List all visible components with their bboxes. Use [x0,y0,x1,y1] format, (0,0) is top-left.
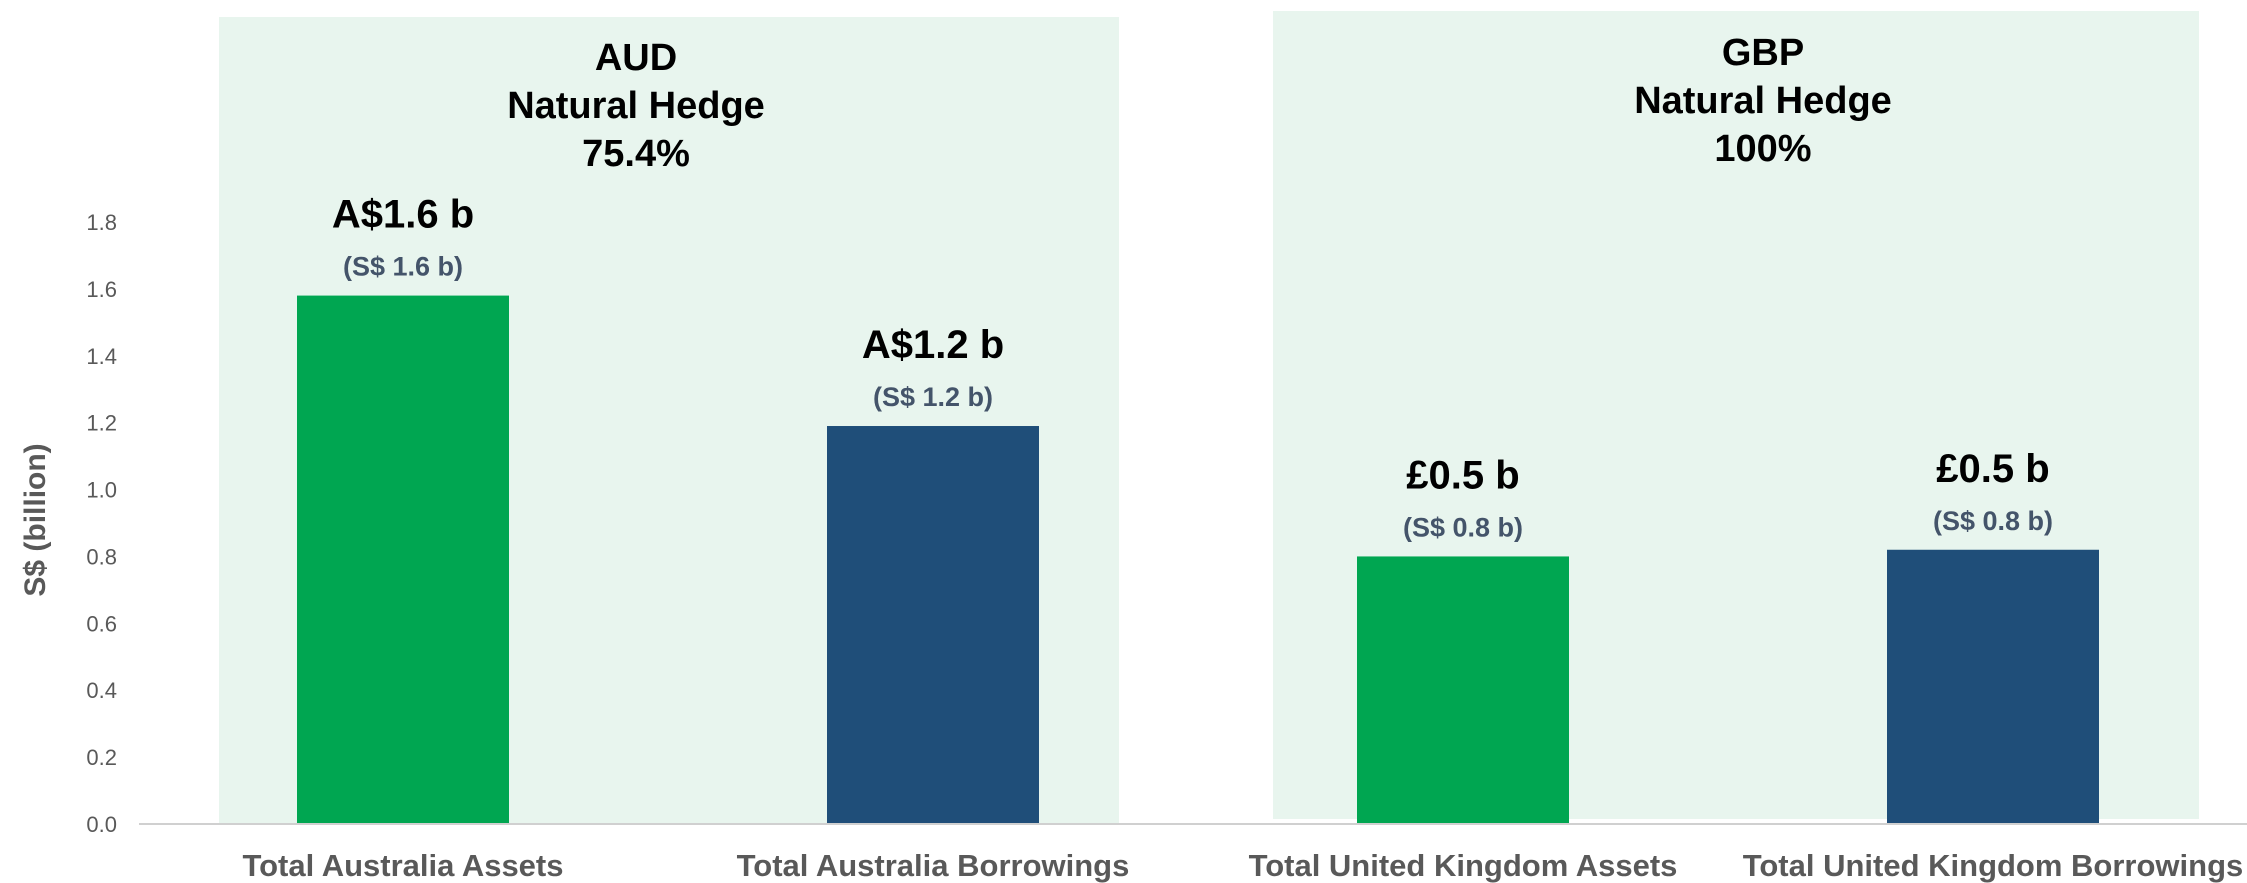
value-sublabel: (S$ 1.2 b) [873,382,993,412]
y-tick-label: 0.8 [86,544,117,569]
value-label: A$1.6 b [332,193,474,237]
panel-title-line: Natural Hedge [507,85,765,127]
y-axis-label: S$ (billion) [19,443,52,596]
y-tick-label: 0.4 [86,678,117,703]
y-tick-label: 1.0 [86,478,117,503]
y-tick-label: 1.6 [86,277,117,302]
y-tick-label: 0.6 [86,611,117,636]
y-axis: 0.0 0.2 0.4 0.6 0.8 1.0 1.2 1.4 1.6 1.8 [86,210,117,837]
panel-title-line: 75.4% [582,133,690,175]
value-label: £0.5 b [1406,453,1519,497]
bar [297,295,509,825]
panel-title-line: AUD [595,37,677,79]
category-label: Total United Kingdom Assets [1249,848,1678,883]
category-label: Total United Kingdom Borrowings [1743,848,2244,883]
value-sublabel: (S$ 1.6 b) [343,252,463,282]
panel-title-line: GBP [1722,32,1804,74]
bar [827,426,1039,824]
y-tick-label: 0.0 [86,812,117,837]
bars [297,295,2099,825]
bar [1357,556,1569,824]
y-tick-label: 1.4 [86,344,117,369]
y-tick-label: 1.8 [86,210,117,235]
y-tick-label: 0.2 [86,745,117,770]
value-label: A$1.2 b [862,323,1004,367]
value-label: £0.5 b [1936,447,2049,491]
category-label: Total Australia Borrowings [737,848,1130,883]
value-sublabel: (S$ 0.8 b) [1933,506,2053,536]
category-labels: Total Australia Assets Total Australia Bo… [242,848,2243,883]
value-sublabel: (S$ 0.8 b) [1403,512,1523,542]
panel-title-line: 100% [1714,128,1811,170]
y-tick-label: 1.2 [86,411,117,436]
value-labels: (S$ 1.6 b) A$1.6 b (S$ 1.2 b) A$1.2 b (S$ 0.… [332,193,2053,543]
bar [1887,549,2099,824]
category-label: Total Australia Assets [242,848,563,883]
panel-title-line: Natural Hedge [1634,80,1892,122]
panel-titles: AUD Natural Hedge 75.4% GBP Natural Hedge 100… [507,32,1892,175]
